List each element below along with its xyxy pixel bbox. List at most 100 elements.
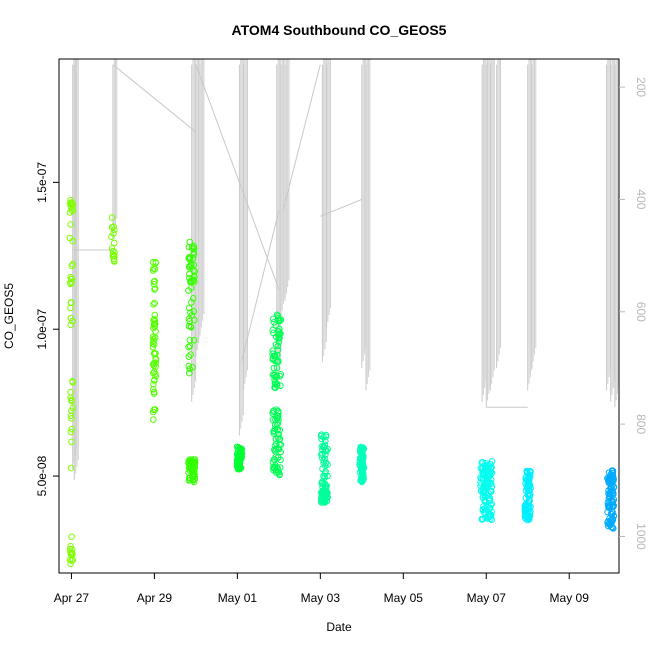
point-5-118: [275, 445, 283, 453]
point-6-50: [321, 462, 329, 470]
point-0-40: [69, 205, 76, 212]
point-0-38: [67, 412, 75, 420]
point-3-108: [188, 262, 195, 269]
right-tick-label-0: 200: [634, 77, 648, 97]
point-1-5: [111, 226, 118, 234]
point-1-14: [111, 252, 118, 260]
x-axis-label: Date: [326, 620, 352, 634]
point-2-16: [151, 299, 158, 307]
point-6-77: [323, 497, 331, 505]
point-5-114: [273, 415, 281, 422]
point-0-28: [67, 221, 74, 228]
point-10-88: [605, 522, 612, 530]
point-0-20: [69, 207, 76, 215]
point-8-88: [479, 515, 487, 523]
point-3-103: [191, 460, 199, 468]
point-10-89: [610, 476, 617, 483]
point-5-92: [271, 446, 278, 454]
point-3-94: [186, 365, 193, 373]
point-2-40: [151, 320, 158, 328]
point-6-88: [324, 472, 331, 480]
x-tick-label-4: May 05: [384, 591, 424, 605]
point-1-11: [110, 255, 118, 263]
point-8-107: [487, 464, 495, 472]
point-5-63: [270, 319, 278, 326]
point-5-105: [274, 346, 282, 354]
point-6-86: [322, 451, 329, 458]
point-5-115: [272, 384, 279, 392]
point-6-40: [318, 450, 325, 458]
point-3-68: [187, 351, 194, 358]
y-tick-label-1: 1.0e-07: [35, 309, 49, 350]
point-0-21: [67, 321, 74, 329]
point-0-48: [69, 201, 76, 208]
point-7-64: [360, 463, 367, 470]
y-tick-label-0: 5.0e-08: [35, 455, 49, 496]
x-axis: Apr 27 Apr 29 May 01 May 03 May 05 May 07 May …: [54, 573, 589, 605]
point-9-85: [523, 469, 531, 477]
point-6-85: [324, 493, 332, 501]
point-9-87: [525, 504, 533, 512]
point-9-86: [524, 516, 532, 524]
point-5-7: [270, 364, 278, 372]
right-tick-label-4: 1000: [634, 523, 648, 550]
point-3-85: [189, 473, 196, 481]
point-10-73: [607, 510, 615, 518]
point-3-36: [189, 244, 197, 252]
pressure-link-4: [282, 64, 321, 211]
point-3-96: [190, 337, 198, 344]
point-9-79: [526, 482, 534, 489]
point-5-113: [276, 334, 283, 342]
point-5-15: [273, 364, 281, 372]
point-3-8: [189, 295, 197, 302]
point-5-98: [274, 426, 281, 434]
point-10-85: [609, 524, 616, 531]
point-3-48: [186, 336, 194, 344]
point-2-54: [149, 340, 157, 347]
right-tick-label-3: 800: [634, 414, 648, 434]
point-0-51: [67, 560, 74, 568]
y-axis: 5.0e-08 1.0e-07 1.5e-07: [35, 162, 59, 496]
point-3-70: [185, 362, 192, 370]
point-1-12: [110, 223, 117, 230]
point-8-92: [480, 489, 488, 496]
point-1-15: [110, 251, 117, 259]
point-0-26: [69, 404, 77, 412]
right-tick-label-1: 400: [634, 189, 648, 209]
point-8-108: [482, 497, 489, 505]
point-0-14: [69, 379, 77, 386]
point-6-80: [318, 443, 326, 450]
point-0-52: [66, 234, 74, 242]
point-9-88: [521, 503, 529, 510]
point-2-18: [150, 301, 157, 308]
point-5-96: [270, 466, 277, 474]
point-3-66: [185, 343, 192, 351]
point-9-75: [526, 481, 533, 489]
point-0-41: [69, 317, 76, 325]
point-8-77: [486, 504, 494, 512]
point-3-106: [186, 255, 193, 263]
point-2-30: [151, 265, 159, 273]
point-3-40: [186, 270, 193, 278]
point-6-68: [323, 447, 330, 455]
point-8-106: [487, 461, 494, 468]
point-3-98: [187, 309, 194, 316]
point-0-31: [67, 542, 74, 550]
point-3-32: [186, 369, 193, 377]
point-3-82: [185, 304, 193, 312]
point-2-37: [152, 373, 159, 380]
plot-frame: [58, 58, 620, 574]
point-2-20: [151, 286, 158, 293]
pressure-link-2: [195, 64, 280, 290]
point-2-26: [150, 316, 157, 324]
point-0-46: [68, 425, 76, 433]
point-5-117: [276, 330, 283, 338]
scatter-points-layer: [66, 196, 618, 568]
pressure-trace-layer: [72, 59, 620, 481]
point-3-22: [188, 299, 195, 306]
pressure-link-3: [241, 210, 280, 363]
point-1-13: [108, 233, 115, 241]
point-3-104: [187, 278, 194, 286]
